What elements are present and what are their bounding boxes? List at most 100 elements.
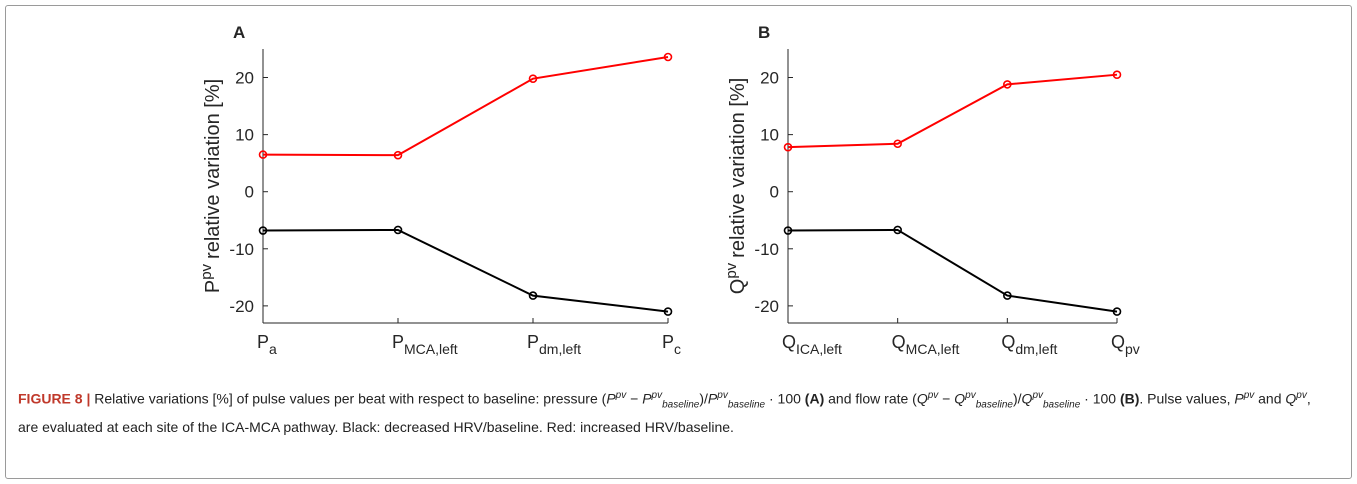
panel-label: B: [758, 23, 770, 42]
caption-text: pv: [1243, 390, 1255, 401]
caption: FIGURE 8 | Relative variations [%] of pu…: [18, 384, 1328, 439]
caption-text: )/: [699, 390, 708, 407]
y-axis-label: Qpv relative variation [%]: [723, 78, 749, 294]
x-tick-label: Pc: [662, 332, 681, 357]
y-tick-label: -20: [754, 297, 779, 316]
y-tick-label: 0: [770, 183, 779, 202]
x-tick-label: QMCA,left: [892, 332, 960, 357]
x-tick-label: QICA,left: [782, 332, 842, 357]
y-tick-label: -10: [754, 240, 779, 259]
y-label-sup: pv: [198, 263, 215, 279]
point: [393, 225, 403, 235]
point: [893, 225, 902, 235]
point: [528, 291, 538, 300]
x-tick-label: Pdm,left: [527, 332, 581, 357]
x-tick-sub: ICA,left: [796, 341, 842, 357]
caption-text: P: [707, 390, 718, 407]
x-tick-sub: dm,left: [539, 341, 581, 357]
x-tick-label: PMCA,left: [392, 332, 458, 357]
caption-text: Q: [1021, 390, 1033, 407]
caption-text: −: [626, 390, 643, 407]
y-label-base: Q: [727, 279, 749, 295]
caption-text: , are evaluated at each site of the ICA-…: [18, 390, 1311, 436]
x-tick-sub: MCA,left: [906, 341, 960, 357]
point: [783, 226, 793, 235]
caption-text: (A): [804, 390, 825, 407]
caption-text: Q: [1285, 390, 1297, 407]
x-tick-main: P: [257, 332, 269, 352]
caption-text: and flow rate (: [824, 390, 917, 407]
caption-text: and: [1254, 390, 1286, 407]
y-tick-label: -10: [229, 240, 254, 259]
point: [258, 226, 268, 235]
y-tick-label: 10: [760, 126, 779, 145]
x-tick-main: Q: [1001, 332, 1015, 352]
figure: A -20 -10 0 10 20 Pa PMCA,left Pdm,left Pc Ppvrela…: [5, 5, 1352, 479]
caption-text: pv: [1296, 390, 1307, 401]
y-label-rest: relative variation [%]: [202, 79, 224, 259]
point: [393, 150, 403, 160]
caption-text: pv: [651, 390, 663, 401]
x-tick-main: Q: [782, 332, 796, 352]
caption-text: (B): [1119, 390, 1140, 407]
y-axis-label: Ppv relative variation [%]: [198, 79, 224, 293]
panel-label: A: [233, 23, 245, 42]
caption-text: P: [606, 390, 616, 407]
point: [528, 74, 538, 83]
point: [783, 142, 793, 152]
caption-text: baseline: [727, 399, 766, 411]
caption-text: baseline: [1043, 399, 1081, 411]
x-tick-sub: a: [269, 341, 277, 357]
caption-text: pv: [615, 390, 627, 401]
series-line: [787, 73, 1118, 149]
caption-text: Relative variations [%] of pulse values …: [94, 390, 607, 407]
x-tick-main: Q: [892, 332, 906, 352]
caption-text: P: [1234, 390, 1244, 407]
caption-text: Q: [954, 390, 966, 407]
y-tick-label: 20: [760, 69, 779, 88]
x-tick-sub: pv: [1125, 341, 1140, 357]
x-tick-main: Q: [1111, 332, 1125, 352]
y-tick-label: 10: [235, 126, 254, 145]
y-label-sup: pv: [723, 262, 740, 278]
caption-text: P: [642, 390, 652, 407]
caption-label: FIGURE 8 |: [18, 390, 91, 407]
y-tick-label: 20: [235, 69, 254, 88]
x-tick-main: P: [392, 332, 404, 352]
point: [663, 307, 673, 316]
caption-text: baseline: [662, 399, 700, 411]
caption-text: . Pulse values,: [1139, 390, 1235, 407]
caption-text: pv: [965, 390, 976, 401]
point: [1003, 80, 1012, 89]
y-label-rest: relative variation [%]: [727, 78, 749, 258]
y-label-base: P: [202, 280, 224, 293]
caption-text: · 100: [1080, 390, 1120, 407]
point: [1003, 291, 1012, 300]
point: [663, 52, 673, 62]
x-tick-sub: dm,left: [1015, 341, 1057, 357]
x-tick-label: Pa: [257, 332, 277, 357]
caption-text: baseline: [975, 399, 1013, 411]
y-tick-label: -20: [229, 297, 254, 316]
series-line: [262, 56, 669, 157]
point: [258, 150, 268, 159]
point: [1112, 70, 1122, 79]
caption-text: pv: [717, 390, 728, 401]
point: [893, 139, 902, 149]
series-line: [262, 228, 669, 313]
x-tick-sub: c: [674, 341, 681, 357]
x-tick-main: P: [662, 332, 674, 352]
point: [1112, 307, 1122, 316]
x-tick-main: P: [527, 332, 539, 352]
x-tick-label: Qpv: [1111, 332, 1140, 357]
y-tick-label: 0: [245, 183, 254, 202]
x-tick-sub: MCA,left: [404, 341, 458, 357]
series-line: [787, 228, 1118, 313]
caption-text: Q: [916, 390, 928, 407]
caption-text: −: [938, 390, 955, 407]
caption-text: · 100: [765, 390, 805, 407]
caption-text: )/: [1012, 390, 1022, 407]
x-tick-label: Qdm,left: [1001, 332, 1057, 357]
caption-text: pv: [1032, 390, 1043, 401]
